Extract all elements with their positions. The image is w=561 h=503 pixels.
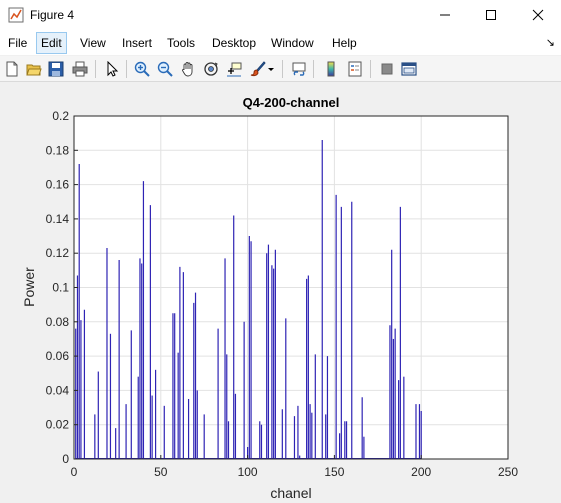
zoom-in-icon [134, 61, 150, 77]
menu-file[interactable]: File [8, 36, 28, 50]
stem-chart[interactable]: Q4-200-channel 00.020.040.060.080.10.120… [0, 83, 561, 503]
link-plot-button[interactable] [289, 59, 309, 79]
zoom-out-icon [157, 61, 173, 77]
menu-help[interactable]: Help [332, 36, 357, 50]
data-cursor-icon [227, 62, 242, 77]
colorbar-icon [327, 61, 335, 77]
figure-toolbar [0, 56, 561, 82]
link-plot-icon [292, 62, 306, 76]
toolbar-separator [313, 60, 314, 78]
x-axis-label: chanel [270, 485, 311, 501]
y-tick-label: 0.18 [46, 143, 70, 157]
pan-hand-icon [182, 62, 193, 77]
minimize-icon [440, 14, 450, 16]
x-tick-label: 0 [71, 465, 78, 479]
brush-dropdown-button[interactable] [266, 59, 276, 79]
hide-plot-tools-button[interactable] [377, 59, 397, 79]
new-figure-button[interactable] [2, 59, 22, 79]
chevron-down-icon [268, 68, 274, 71]
y-tick-label: 0.04 [46, 383, 70, 397]
colorbar-button[interactable] [321, 59, 341, 79]
x-tick-label: 250 [498, 465, 518, 479]
close-button[interactable] [515, 0, 561, 30]
zoom-in-button[interactable] [132, 59, 152, 79]
y-axis-label: Power [21, 267, 37, 307]
chart-title: Q4-200-channel [243, 95, 340, 110]
matlab-figure-icon [8, 7, 24, 23]
close-icon [532, 9, 544, 21]
maximize-button[interactable] [468, 0, 514, 30]
zoom-out-button[interactable] [155, 59, 175, 79]
open-file-button[interactable] [24, 59, 44, 79]
rotate-3d-button[interactable] [201, 59, 221, 79]
toolbar-separator [126, 60, 127, 78]
y-tick-label: 0.16 [46, 178, 70, 192]
x-tick-label: 200 [411, 465, 431, 479]
x-axis-ticks: 0 50 100 150 200 250 [71, 455, 518, 479]
y-tick-label: 0.08 [46, 315, 70, 329]
save-button[interactable] [46, 59, 66, 79]
brush-icon [250, 61, 266, 77]
menu-view[interactable]: View [80, 36, 106, 50]
maximize-icon [486, 10, 496, 20]
menu-insert[interactable]: Insert [122, 36, 153, 50]
title-bar: Figure 4 [0, 0, 561, 30]
print-icon [72, 61, 88, 77]
data-stems [75, 140, 422, 459]
y-tick-label: 0.12 [46, 246, 70, 260]
window-title: Figure 4 [30, 8, 75, 22]
menu-bar: File Edit View Insert Tools Desktop Wind… [0, 30, 561, 55]
rotate-3d-icon [204, 62, 218, 76]
legend-button[interactable] [345, 59, 365, 79]
data-cursor-button[interactable] [224, 59, 244, 79]
y-tick-label: 0.2 [52, 109, 69, 123]
select-arrow-button[interactable] [102, 59, 122, 79]
y-tick-label: 0.06 [46, 349, 70, 363]
toolbar-separator [95, 60, 96, 78]
menu-tools[interactable]: Tools [167, 36, 196, 50]
x-tick-label: 100 [238, 465, 258, 479]
dock-figure-icon[interactable]: ↘ [545, 37, 555, 49]
save-icon [48, 61, 64, 77]
legend-icon [348, 61, 362, 77]
y-axis-ticks: 0 0.02 0.04 0.06 0.08 0.1 0.12 0.14 0.16 0.18 0.2 [46, 109, 78, 466]
menu-desktop[interactable]: Desktop [212, 36, 257, 50]
menu-edit[interactable]: Edit [36, 32, 67, 54]
hide-plot-tools-icon [381, 63, 393, 75]
select-arrow-icon [107, 61, 119, 77]
y-tick-label: 0.1 [52, 281, 69, 295]
new-figure-icon [6, 61, 18, 77]
show-plot-tools-icon [401, 62, 417, 76]
y-tick-label: 0.02 [46, 418, 70, 432]
toolbar-separator [370, 60, 371, 78]
y-tick-label: 0 [62, 452, 69, 466]
figure-canvas: Q4-200-channel 0 0.02 0.04 0.06 0.08 0.1 0.12 0… [0, 83, 561, 503]
pan-button[interactable] [178, 59, 198, 79]
print-button[interactable] [70, 59, 90, 79]
minimize-button[interactable] [422, 0, 468, 30]
x-tick-label: 50 [154, 465, 168, 479]
y-tick-label: 0.14 [46, 212, 70, 226]
show-plot-tools-button[interactable] [399, 59, 419, 79]
open-file-icon [26, 64, 42, 76]
menu-window[interactable]: Window [271, 36, 314, 50]
toolbar-separator [282, 60, 283, 78]
x-tick-label: 150 [324, 465, 344, 479]
brush-button[interactable] [248, 59, 268, 79]
